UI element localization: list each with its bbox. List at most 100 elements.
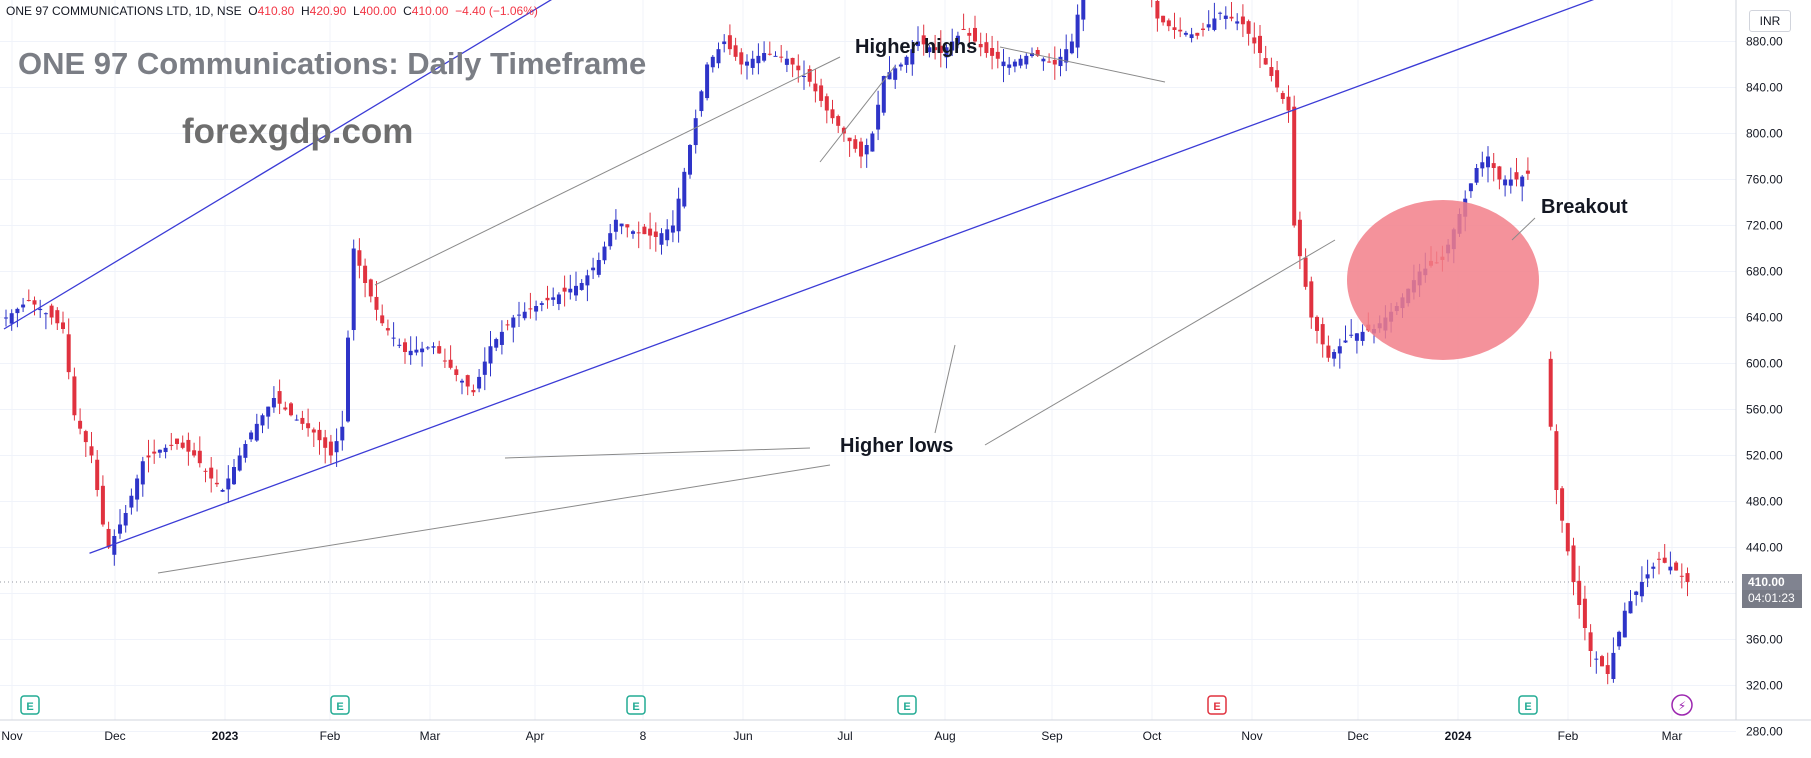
candle-body [43, 313, 48, 315]
candle-body [232, 467, 236, 485]
annotation-pointer-line [504, 447, 811, 459]
candle-body [1212, 18, 1217, 30]
candle-body [950, 41, 955, 51]
time-tick-label: Mar [420, 729, 441, 743]
candle-body [89, 446, 94, 456]
candle-body [556, 294, 561, 305]
candle-body [916, 41, 920, 47]
candle-body [933, 47, 938, 51]
currency-button[interactable]: INR [1749, 10, 1791, 32]
candle-body [648, 228, 653, 236]
candle-body [9, 313, 14, 324]
candle-body [460, 380, 464, 383]
candle-body [323, 437, 328, 448]
price-tick-label: 360.00 [1746, 633, 1783, 647]
candle-body [1052, 59, 1057, 65]
candle-body [756, 55, 761, 64]
candle-body [961, 28, 966, 30]
time-axis[interactable]: Nov Dec 2023 Feb Mar Apr 8 Jun Jul Aug Sep Oct Nov De… [1, 729, 1682, 743]
candle-body [482, 361, 487, 375]
candle-body [1229, 16, 1234, 19]
candle-body [1508, 179, 1513, 186]
candle-body [1235, 21, 1240, 24]
candle-body [596, 260, 601, 275]
candle-body [745, 61, 749, 66]
watermark: forexgdp.com [182, 112, 414, 151]
candle-body [123, 513, 128, 526]
candle-body [157, 449, 162, 453]
candle-body [340, 426, 345, 441]
candle-body [1560, 488, 1565, 521]
candle-body [146, 455, 151, 458]
candle-body [306, 423, 311, 429]
trend-lines[interactable] [3, 0, 1652, 554]
time-tick-label: Oct [1143, 729, 1162, 743]
candle-body [1206, 24, 1211, 28]
candle-body [528, 308, 533, 310]
candle-body [1161, 15, 1166, 23]
earnings-marker-frame [330, 695, 350, 715]
candle-body [254, 423, 259, 441]
candle-body [1605, 665, 1610, 674]
earnings-marker[interactable]: E [897, 695, 917, 715]
candle-body [1354, 333, 1359, 341]
candle-body [1611, 652, 1616, 680]
candle-body [853, 139, 858, 149]
candle-body [653, 231, 658, 237]
candle-body [773, 55, 778, 57]
candle-body [192, 450, 197, 456]
candle-body [1189, 34, 1194, 39]
lower-channel-line[interactable] [89, 0, 1652, 554]
price-tick-label: 800.00 [1746, 127, 1783, 141]
time-tick-label: Sep [1041, 729, 1063, 743]
earnings-marker[interactable]: E [330, 695, 350, 715]
earnings-marker[interactable]: E [1207, 695, 1227, 715]
candle-body [779, 56, 784, 58]
breakout-ellipse[interactable] [1347, 200, 1539, 360]
event-markers[interactable]: E E E E E E ⚡ [20, 694, 1693, 716]
candle-body [876, 104, 881, 130]
candle-body [1024, 55, 1029, 65]
candle-body [767, 53, 772, 55]
candle-body [197, 450, 202, 464]
candle-body [670, 225, 675, 233]
candle-body [847, 137, 852, 142]
candle-body [266, 406, 271, 417]
candle-body [249, 432, 254, 440]
candle-body [995, 51, 1000, 59]
earnings-marker[interactable]: E [1518, 695, 1538, 715]
candle-body [66, 334, 71, 373]
candle-body [112, 536, 117, 555]
candle-body [368, 279, 373, 297]
candle-body [408, 350, 413, 356]
earnings-marker-frame [1207, 695, 1227, 715]
candle-body [568, 288, 573, 293]
candle-body [317, 429, 322, 441]
annotation-pointer-line [819, 65, 896, 163]
candle-body [72, 376, 77, 416]
candle-body [420, 348, 425, 353]
price-tick-label: 680.00 [1746, 265, 1783, 279]
earnings-marker-label: E [26, 701, 33, 713]
candle-body [722, 41, 727, 45]
candle-body [477, 376, 482, 389]
candle-body [21, 304, 26, 308]
earnings-marker[interactable]: E [626, 695, 646, 715]
time-tick-label: Nov [1, 729, 22, 743]
bar-countdown: 04:01:23 [1748, 591, 1795, 605]
low-label: L [353, 4, 360, 18]
candle-body [140, 461, 145, 485]
time-tick-label: 8 [640, 729, 647, 743]
annotation-pointer-line [934, 344, 956, 434]
candle-body [1030, 53, 1034, 57]
candle-body [226, 478, 231, 490]
earnings-marker[interactable]: E [20, 695, 40, 715]
candle-body [1320, 324, 1325, 345]
annotation-pointer-line [374, 56, 841, 286]
candle-body [169, 444, 174, 446]
upper-channel-line[interactable] [3, 0, 1629, 330]
dividend-marker[interactable]: ⚡ [1671, 694, 1693, 716]
candle-body [967, 32, 972, 36]
candle-body [1081, 0, 1086, 20]
